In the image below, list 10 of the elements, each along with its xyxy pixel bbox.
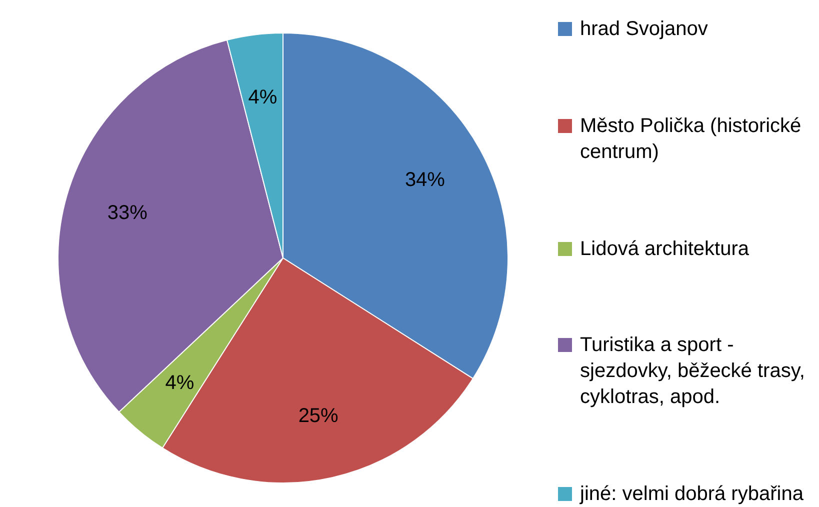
- legend-label: Lidová architektura: [580, 236, 749, 262]
- data-label: 4%: [165, 372, 194, 394]
- legend-label: jiné: velmi dobrá rybařina: [580, 482, 804, 507]
- legend-label: hrad Svojanov: [580, 17, 708, 42]
- data-label: 25%: [298, 405, 339, 428]
- legend-label: Turistika a sport - sjezdovky, běžecké trasy, cyklotras, apod.: [580, 333, 806, 410]
- data-label: 34%: [404, 168, 446, 191]
- data-label: 4%: [248, 86, 278, 108]
- legend-label: Město Polička (historické centrum): [580, 114, 802, 165]
- data-label: 33%: [107, 202, 148, 224]
